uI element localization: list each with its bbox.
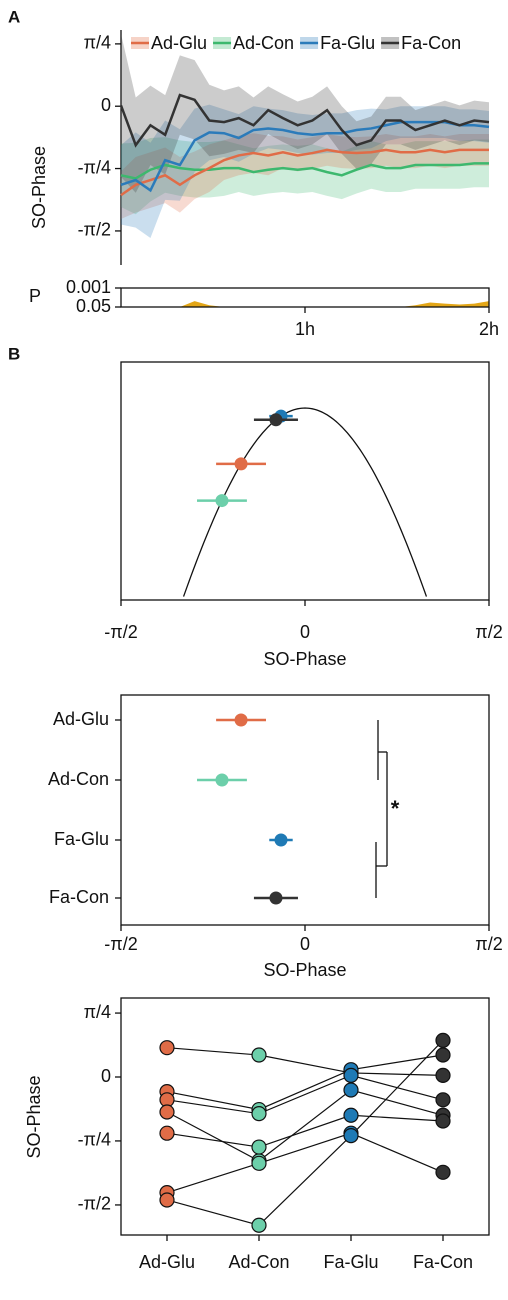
subject-line <box>166 1047 444 1076</box>
point <box>343 1082 359 1098</box>
point <box>234 457 248 471</box>
series-line <box>120 162 489 180</box>
subject-line <box>166 1039 444 1226</box>
error-band <box>121 137 489 215</box>
category-label: Fa-Glu <box>54 829 109 849</box>
category-label: Fa-Con <box>49 887 109 907</box>
y-tick-label: π/4 <box>84 1002 111 1022</box>
y-axis-label: P <box>29 286 41 306</box>
series-line <box>120 120 490 193</box>
x-axis-label: SO-Phase <box>263 960 346 980</box>
legend-item: Ad-Glu <box>131 33 207 53</box>
point <box>159 1104 175 1120</box>
point <box>251 1139 267 1155</box>
x-tick-label: Ad-Glu <box>139 1252 195 1272</box>
p-area <box>121 301 489 307</box>
point <box>159 1040 175 1056</box>
y-tick-label: -π/4 <box>78 1130 111 1150</box>
y-axis-label: SO-Phase <box>24 1075 44 1158</box>
panel-label: B <box>8 344 20 363</box>
y-tick-label: -π/2 <box>78 220 111 240</box>
y-tick-label: 0 <box>101 1066 111 1086</box>
x-tick-label: 2h <box>479 319 499 339</box>
legend-label: Ad-Glu <box>151 33 207 53</box>
point <box>343 1107 359 1123</box>
y-tick-label: 0.05 <box>76 296 111 316</box>
legend-label: Fa-Glu <box>320 33 375 53</box>
x-tick-label: 1h <box>295 319 315 339</box>
legend-item: Fa-Glu <box>300 33 375 53</box>
x-tick-label: Fa-Con <box>413 1252 473 1272</box>
point <box>435 1164 451 1180</box>
point <box>435 1113 451 1129</box>
y-tick-label: 0 <box>101 95 111 115</box>
significance-label: * <box>391 796 400 821</box>
subject-line <box>166 1054 444 1111</box>
error-band <box>121 133 489 219</box>
legend-item: Fa-Con <box>381 33 461 53</box>
x-axis-label: SO-Phase <box>263 649 346 669</box>
point <box>251 1106 267 1122</box>
x-tick-label: Ad-Con <box>228 1252 289 1272</box>
point <box>215 773 229 787</box>
x-tick-label: 0 <box>300 934 310 954</box>
point <box>269 413 283 427</box>
subject-line <box>166 1074 444 1115</box>
point <box>435 1032 451 1048</box>
y-axis-label: SO-Phase <box>29 146 49 229</box>
plot-frame <box>120 997 490 1236</box>
subject-line <box>166 1089 444 1162</box>
plot-frame <box>120 694 490 926</box>
point <box>269 891 283 905</box>
plot-frame <box>120 361 490 601</box>
x-tick-label: π/2 <box>475 622 502 642</box>
error-band <box>121 33 489 193</box>
panel-label: A <box>8 7 20 26</box>
point <box>274 833 288 847</box>
subject-line <box>166 1114 444 1148</box>
x-tick-label: -π/2 <box>104 934 137 954</box>
series-line <box>119 93 490 148</box>
point <box>251 1155 267 1171</box>
x-tick-label: Fa-Glu <box>323 1252 378 1272</box>
legend-label: Ad-Con <box>233 33 294 53</box>
point <box>159 1192 175 1208</box>
point <box>435 1047 451 1063</box>
point <box>435 1092 451 1108</box>
point <box>215 494 229 508</box>
point <box>343 1128 359 1144</box>
point <box>435 1067 451 1083</box>
category-label: Ad-Con <box>48 769 109 789</box>
y-tick-label: π/4 <box>84 33 111 53</box>
series-line <box>120 148 489 197</box>
x-tick-label: π/2 <box>475 934 502 954</box>
point <box>343 1067 359 1083</box>
point <box>234 713 248 727</box>
point <box>251 1217 267 1233</box>
y-tick-label: 0.001 <box>66 277 111 297</box>
point <box>251 1047 267 1063</box>
error-band <box>121 104 489 239</box>
y-tick-label: -π/2 <box>78 1194 111 1214</box>
x-tick-label: -π/2 <box>104 622 137 642</box>
point <box>159 1125 175 1141</box>
subject-line <box>166 1132 444 1194</box>
x-tick-label: 0 <box>300 622 310 642</box>
legend-item: Ad-Con <box>213 33 294 53</box>
category-label: Ad-Glu <box>53 709 109 729</box>
legend-label: Fa-Con <box>401 33 461 53</box>
significance-bracket <box>375 720 388 898</box>
y-tick-label: -π/4 <box>78 157 111 177</box>
